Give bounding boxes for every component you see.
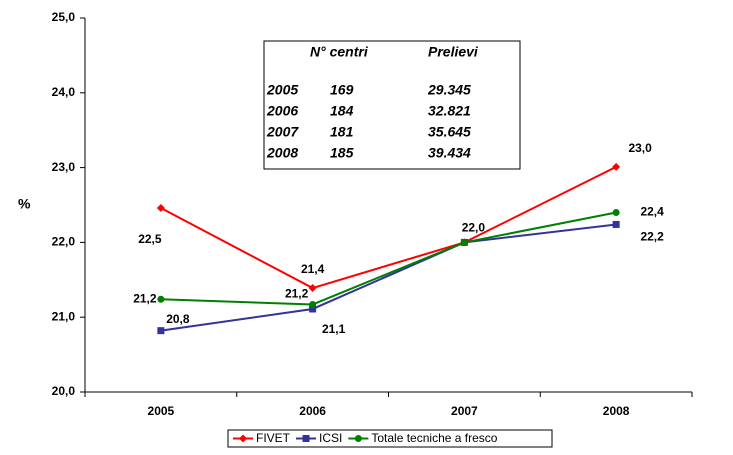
legend-label: FIVET [256,431,291,445]
table-cell: 184 [330,103,354,119]
table-cell: 39.434 [428,145,471,161]
point [239,434,247,443]
table-cell: 29.345 [427,82,471,98]
series: 21,2 21,2 22,4 [133,205,664,308]
table-cell: 169 [330,82,354,98]
point [157,327,165,335]
legend-box [227,429,553,448]
point [612,162,621,171]
data-label: 23,0 [628,141,652,155]
point [309,300,317,308]
legend-label: ICSI [319,431,342,445]
inset-table: N° centri Prelievi 2005 169 29.345 2006 184 32.… [263,40,521,170]
series: 22,5 21,4 22,0 23,0 [138,141,652,293]
point [612,208,620,216]
data-label: 22,5 [138,232,162,246]
data-label: 21,4 [301,262,325,276]
x-tick-label: 2007 [451,404,478,418]
data-label: 22,0 [462,221,486,235]
point [354,435,362,442]
table-cell: 2008 [266,145,298,161]
data-label: 21,2 [133,291,157,305]
data-label: 21,1 [322,322,346,336]
point [156,203,165,212]
table-cell: 185 [330,145,354,161]
y-tick-label: 25,0 [52,10,76,24]
y-tick-label: 21,0 [52,309,76,323]
point [612,220,620,228]
point [308,284,317,293]
table-header: N° centri [310,44,369,60]
data-label: 21,2 [285,287,309,301]
point [460,238,468,246]
table-cell: 2006 [266,103,298,119]
series-line [160,223,617,332]
table-cell: 2007 [266,124,299,140]
legend-label: Totale tecniche a fresco [371,431,497,445]
series-line [160,211,617,306]
data-label: 20,8 [166,312,190,326]
y-tick-label: 24,0 [52,85,76,99]
data-label: 22,4 [640,205,664,219]
point [309,305,317,313]
y-tick-label: 23,0 [52,160,76,174]
series-line [160,165,617,290]
data-label: 22,2 [640,230,664,244]
y-axis-label: % [18,196,31,212]
point [302,435,310,442]
point [157,295,165,303]
table-cell: 35.645 [428,124,471,140]
table-cell: 181 [330,124,354,140]
x-tick-label: 2008 [603,404,630,418]
x-tick-label: 2005 [148,404,175,418]
x-tick-label: 2006 [299,404,326,418]
table-header: Prelievi [428,44,479,60]
y-tick-label: 20,0 [52,384,76,398]
table-cell: 32.821 [428,103,471,119]
table-cell: 2005 [266,82,298,98]
series: 20,8 21,1 22,2 [157,220,664,336]
table-box [263,40,521,170]
legend: FIVET ICSI Totale tecniche a fresco [227,429,553,448]
y-tick-label: 22,0 [52,235,76,249]
